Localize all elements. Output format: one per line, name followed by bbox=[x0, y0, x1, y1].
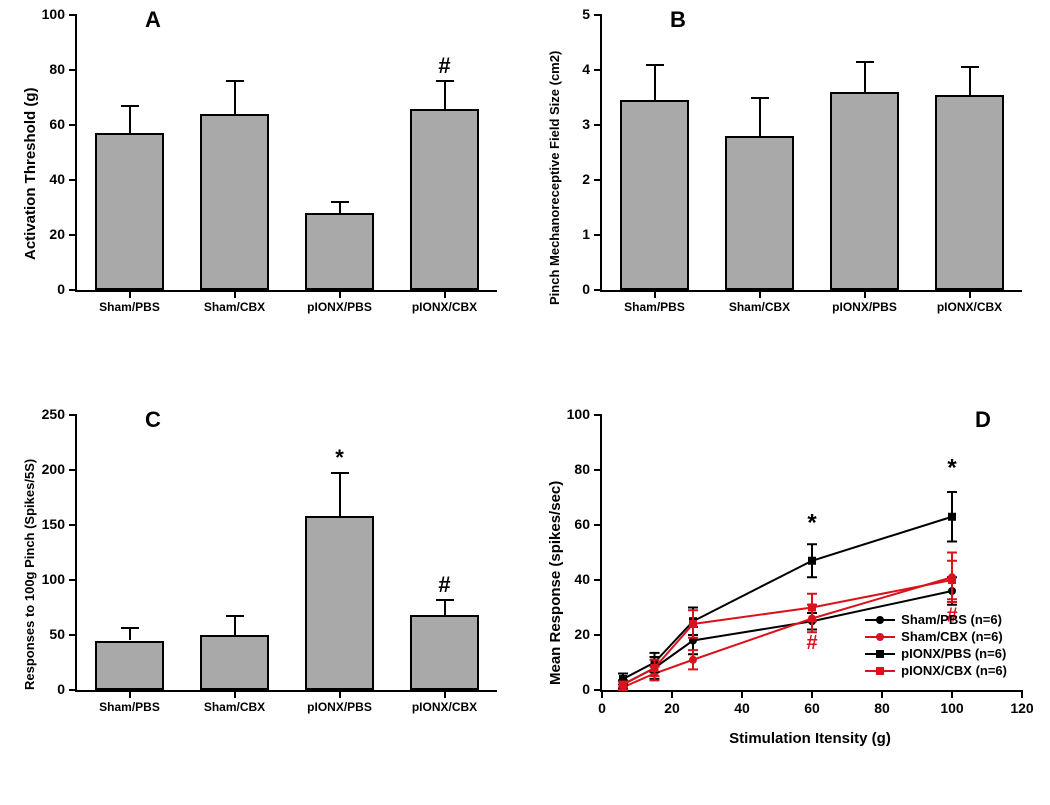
bar bbox=[725, 136, 793, 290]
ytick-label: 0 bbox=[25, 281, 65, 297]
category-label: pIONX/CBX bbox=[392, 700, 497, 714]
ytick-label: 2 bbox=[550, 171, 590, 187]
ytick-label: 3 bbox=[550, 116, 590, 132]
bar bbox=[935, 95, 1003, 290]
bar bbox=[200, 635, 268, 690]
ytick-label: 4 bbox=[550, 61, 590, 77]
legend-text: pIONX/CBX (n=6) bbox=[901, 663, 1007, 678]
xtick-label: 60 bbox=[792, 700, 832, 716]
panel-d-xlabel: Stimulation Itensity (g) bbox=[600, 730, 1020, 747]
category-label: pIONX/PBS bbox=[287, 300, 392, 314]
ytick-label: 80 bbox=[25, 61, 65, 77]
ytick-label: 200 bbox=[25, 461, 65, 477]
legend-text: Sham/CBX (n=6) bbox=[901, 629, 1003, 644]
legend-item: pIONX/CBX (n=6) bbox=[865, 663, 1007, 678]
ytick-label: 0 bbox=[550, 281, 590, 297]
category-label: Sham/PBS bbox=[77, 700, 182, 714]
category-label: Sham/CBX bbox=[707, 300, 812, 314]
ytick-label: 1 bbox=[550, 226, 590, 242]
ytick-label: 100 bbox=[25, 6, 65, 22]
ytick-label: 250 bbox=[25, 406, 65, 422]
ytick-label: 60 bbox=[550, 516, 590, 532]
ytick-label: 0 bbox=[25, 681, 65, 697]
category-label: pIONX/PBS bbox=[287, 700, 392, 714]
category-label: pIONX/CBX bbox=[917, 300, 1022, 314]
legend: Sham/PBS (n=6) Sham/CBX (n=6) pIONX/PBS (n… bbox=[865, 612, 1007, 680]
ytick-label: 40 bbox=[550, 571, 590, 587]
annotation: * bbox=[325, 445, 355, 471]
panel-a: A Activation Threshold (g) 020406080100S… bbox=[0, 0, 525, 350]
xtick-label: 20 bbox=[652, 700, 692, 716]
ytick-label: 80 bbox=[550, 461, 590, 477]
xtick-label: 120 bbox=[1002, 700, 1042, 716]
panel-c-plot: 050100150200250Sham/PBSSham/CBX*pIONX/PB… bbox=[75, 415, 497, 692]
category-label: pIONX/PBS bbox=[812, 300, 917, 314]
annotation: # bbox=[430, 572, 460, 598]
xtick-label: 40 bbox=[722, 700, 762, 716]
ytick-label: 50 bbox=[25, 626, 65, 642]
panel-b: B Pinch Mechanoreceptive Field Size (cm2… bbox=[525, 0, 1050, 350]
legend-item: Sham/CBX (n=6) bbox=[865, 629, 1007, 644]
ytick-label: 40 bbox=[25, 171, 65, 187]
legend-item: Sham/PBS (n=6) bbox=[865, 612, 1007, 627]
category-label: Sham/PBS bbox=[602, 300, 707, 314]
panel-d-plot: 020406080100020406080100120**##Sham/PBS … bbox=[600, 415, 1022, 692]
legend-text: pIONX/PBS (n=6) bbox=[901, 646, 1006, 661]
panel-a-plot: 020406080100Sham/PBSSham/CBXpIONX/PBS#pI… bbox=[75, 15, 497, 292]
bar bbox=[830, 92, 898, 290]
bar bbox=[410, 109, 478, 291]
ytick-label: 0 bbox=[550, 681, 590, 697]
bar bbox=[620, 100, 688, 290]
panel-c: C Responses to 100g Pinch (Spikes/5S) 05… bbox=[0, 400, 525, 805]
category-label: Sham/CBX bbox=[182, 300, 287, 314]
legend-item: pIONX/PBS (n=6) bbox=[865, 646, 1007, 661]
panel-d: D Mean Response (spikes/sec) 02040608010… bbox=[525, 400, 1050, 805]
svg-text:*: * bbox=[947, 455, 957, 482]
figure-root: A Activation Threshold (g) 020406080100S… bbox=[0, 0, 1050, 805]
bar bbox=[410, 615, 478, 690]
category-label: Sham/CBX bbox=[182, 700, 287, 714]
bar bbox=[200, 114, 268, 290]
ytick-label: 20 bbox=[25, 226, 65, 242]
ytick-label: 60 bbox=[25, 116, 65, 132]
ytick-label: 5 bbox=[550, 6, 590, 22]
xtick-label: 0 bbox=[582, 700, 622, 716]
annotation: # bbox=[430, 53, 460, 79]
ytick-label: 150 bbox=[25, 516, 65, 532]
bar bbox=[305, 213, 373, 290]
category-label: Sham/PBS bbox=[77, 300, 182, 314]
bar bbox=[95, 641, 163, 691]
bar bbox=[305, 516, 373, 690]
svg-text:*: * bbox=[807, 510, 817, 537]
legend-text: Sham/PBS (n=6) bbox=[901, 612, 1002, 627]
ytick-label: 100 bbox=[25, 571, 65, 587]
xtick-label: 80 bbox=[862, 700, 902, 716]
svg-text:#: # bbox=[806, 632, 817, 654]
category-label: pIONX/CBX bbox=[392, 300, 497, 314]
bar bbox=[95, 133, 163, 290]
ytick-label: 100 bbox=[550, 406, 590, 422]
ytick-label: 20 bbox=[550, 626, 590, 642]
panel-b-plot: 012345Sham/PBSSham/CBXpIONX/PBSpIONX/CBX bbox=[600, 15, 1022, 292]
xtick-label: 100 bbox=[932, 700, 972, 716]
